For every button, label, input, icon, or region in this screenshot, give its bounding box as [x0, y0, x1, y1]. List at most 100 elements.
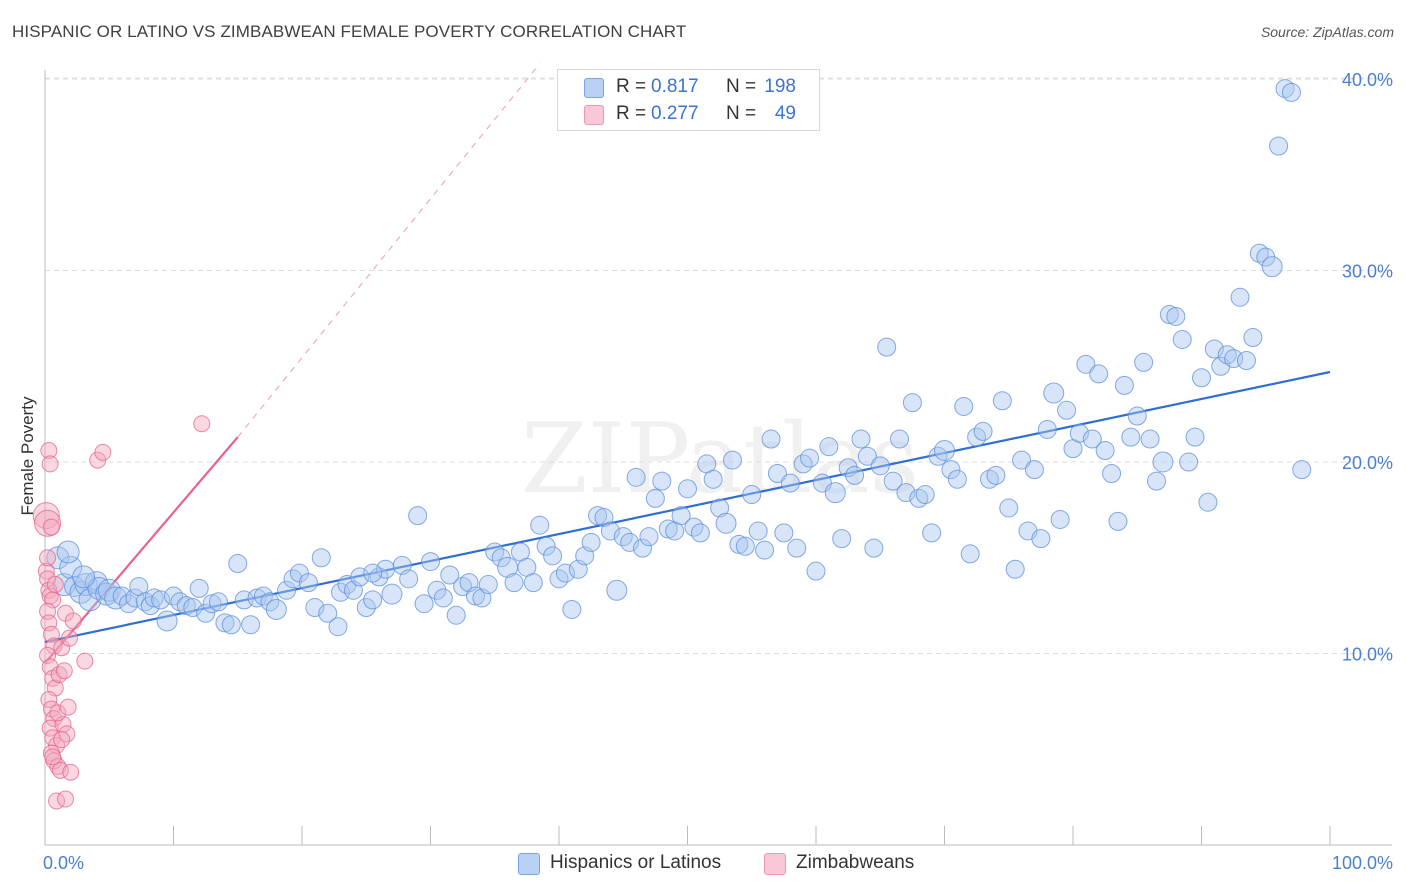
hispanic-point	[870, 456, 890, 476]
hispanic-point	[690, 523, 710, 543]
hispanic-point	[986, 465, 1006, 485]
hispanic-point	[819, 437, 839, 457]
hispanic-point	[722, 450, 742, 470]
hispanic-point	[1292, 460, 1312, 480]
hispanic-point	[72, 565, 96, 589]
hispanic-point	[277, 580, 297, 600]
hispanic-point	[1261, 256, 1283, 278]
hispanic-point	[1147, 471, 1167, 491]
zimbabwean-trend-extension	[237, 63, 541, 438]
hispanic-point	[626, 467, 646, 487]
legend-r-label: R =	[616, 76, 647, 97]
hispanic-point	[620, 532, 640, 552]
y-tick-label: 20.0%	[1342, 453, 1393, 473]
hispanic-point	[645, 488, 665, 508]
zimbabwean-point	[193, 415, 211, 433]
zimbabwean-point	[59, 698, 77, 716]
zimbabwean-point	[62, 763, 80, 781]
y-axis-label: Female Poverty	[18, 396, 37, 516]
hispanic-point	[1198, 492, 1218, 512]
hispanic-point	[851, 429, 871, 449]
y-tick-label: 40.0%	[1342, 70, 1393, 90]
hispanic-point	[1204, 339, 1224, 359]
hispanic-trend-line	[44, 370, 1331, 644]
hispanic-point	[800, 448, 820, 468]
hispanic-point	[465, 586, 485, 606]
hispanic-point	[1031, 529, 1051, 549]
hispanic-point	[729, 534, 749, 554]
hispanic-point	[247, 588, 267, 608]
hispanic-point	[440, 565, 460, 585]
hispanic-point	[1082, 429, 1102, 449]
hispanic-point	[555, 563, 575, 583]
legend-n-label: N =	[726, 103, 757, 124]
hispanic-point	[639, 527, 659, 547]
hispanic-point	[1243, 328, 1263, 348]
watermark: ZIPatlas	[521, 403, 919, 515]
x-tick-label: 100.0%	[1332, 853, 1393, 873]
hispanic-point	[774, 523, 794, 543]
bottom-legend-swatch-zimbabwean	[764, 853, 786, 875]
hispanic-point	[189, 578, 209, 598]
hispanic-point	[1012, 450, 1032, 470]
hispanic-point	[562, 599, 582, 619]
legend-r-label: R =	[616, 103, 647, 124]
hispanic-point	[658, 519, 678, 539]
zimbabwean-point	[44, 748, 62, 766]
zimbabwean-point	[49, 704, 67, 722]
bottom-legend-swatch-hispanic	[518, 853, 540, 875]
y-tick-label: 30.0%	[1342, 262, 1393, 282]
legend-swatch-zimbabwean	[584, 105, 604, 125]
hispanic-point	[864, 538, 884, 558]
hispanic-point	[715, 512, 737, 534]
hispanic-point	[606, 579, 628, 601]
hispanic-point	[421, 552, 440, 572]
hispanic-point	[857, 446, 877, 466]
hispanic-point	[144, 588, 164, 608]
zimbabwean-point	[53, 731, 71, 749]
legend-row-zimbabwean: R = 0.277 N = 49	[558, 101, 819, 127]
zimbabwean-point	[57, 790, 75, 808]
source-label: Source: ZipAtlas.com	[1260, 24, 1394, 40]
zimbabwean-trend-line	[44, 436, 239, 664]
hispanic-point	[1166, 306, 1186, 326]
hispanic-point	[318, 603, 338, 623]
hispanic-point	[934, 440, 955, 462]
hispanic-point	[999, 498, 1019, 518]
legend-r-value: 0.277	[651, 103, 699, 124]
hispanic-point	[1230, 287, 1250, 307]
hispanic-point	[742, 485, 762, 505]
hispanic-point	[902, 393, 922, 413]
hispanic-point	[1192, 368, 1211, 388]
hispanic-point	[748, 521, 768, 541]
hispanic-point	[543, 546, 563, 566]
trend-lines	[44, 63, 1331, 664]
hispanic-point	[536, 536, 556, 556]
hispanic-point	[1152, 451, 1174, 473]
hispanic-point	[95, 582, 119, 606]
zimbabwean-point	[51, 761, 69, 779]
hispanic-point	[350, 567, 370, 587]
hispanic-point	[973, 421, 993, 441]
bottom-legend-label-hispanic: Hispanics or Latinos	[550, 852, 722, 873]
data-points	[32, 79, 1312, 810]
chart-title: HISPANIC OR LATINO VS ZIMBABWEAN FEMALE …	[12, 22, 687, 41]
x-tick-label: 0.0%	[43, 853, 84, 873]
hispanic-point	[183, 598, 203, 618]
hispanic-point	[1057, 400, 1077, 420]
hispanic-point	[399, 569, 419, 589]
hispanic-point	[196, 603, 216, 623]
zimbabwean-point	[34, 509, 62, 537]
hispanic-point	[824, 482, 846, 504]
gridlines	[45, 77, 1392, 654]
hispanic-point	[703, 469, 723, 489]
hispanic-point	[1185, 427, 1205, 447]
hispanic-point	[446, 605, 466, 625]
hispanic-point	[1134, 352, 1154, 372]
hispanic-point	[1114, 375, 1134, 395]
hispanic-point	[922, 523, 942, 543]
zimbabwean-point	[60, 629, 78, 647]
hispanic-point	[947, 469, 967, 489]
hispanic-point	[59, 555, 83, 579]
hispanic-point	[896, 483, 916, 503]
